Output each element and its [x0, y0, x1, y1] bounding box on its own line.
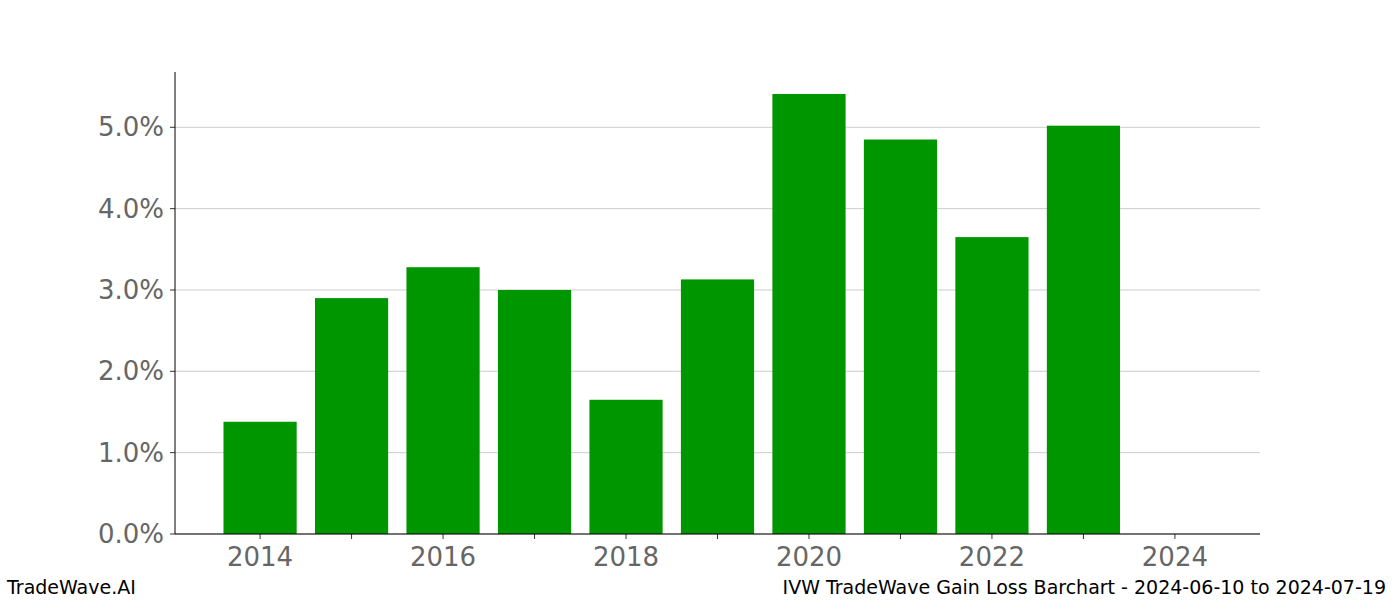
y-tick-label: 5.0%	[98, 112, 164, 142]
bar	[406, 267, 479, 534]
y-tick	[170, 127, 175, 128]
x-tick-label: 2024	[1142, 542, 1208, 572]
y-tick	[170, 371, 175, 372]
y-tick-label: 4.0%	[98, 194, 164, 224]
watermark: TradeWave.AI	[6, 576, 136, 598]
x-tick-label: 2014	[227, 542, 293, 572]
x-axis	[175, 534, 1260, 535]
x-tick	[626, 534, 627, 539]
bar	[864, 140, 937, 534]
x-tick	[717, 534, 718, 539]
y-tick	[170, 534, 175, 535]
bar	[772, 94, 845, 534]
bar	[498, 290, 571, 534]
y-axis	[175, 72, 176, 534]
bar	[315, 298, 388, 534]
y-tick-label: 0.0%	[98, 519, 164, 549]
bar	[955, 237, 1028, 534]
x-tick	[443, 534, 444, 539]
y-tick-label: 1.0%	[98, 438, 164, 468]
x-tick	[260, 534, 261, 539]
grid-line	[175, 534, 1260, 535]
x-tick-label: 2020	[776, 542, 842, 572]
y-tick	[170, 208, 175, 209]
title: IVW TradeWave Gain Loss Barchart - 2024-…	[783, 576, 1386, 598]
x-tick	[808, 534, 809, 539]
x-tick	[1083, 534, 1084, 539]
x-tick-label: 2022	[959, 542, 1025, 572]
x-tick	[351, 534, 352, 539]
x-tick-label: 2018	[593, 542, 659, 572]
bars	[223, 94, 1120, 534]
x-tick	[534, 534, 535, 539]
chart: 0.0% 1.0% 2.0% 3.0% 4.0% 5.0% 2014 2016 2018 2020…	[0, 0, 1400, 600]
x-tick-label: 2016	[410, 542, 476, 572]
y-tick	[170, 289, 175, 290]
x-tick	[900, 534, 901, 539]
bar	[681, 279, 754, 534]
x-tick	[1174, 534, 1175, 539]
x-tick	[991, 534, 992, 539]
bar	[223, 422, 296, 534]
y-tick-label: 3.0%	[98, 275, 164, 305]
bar	[1047, 126, 1120, 534]
y-tick	[170, 452, 175, 453]
bar	[589, 400, 662, 534]
y-tick-label: 2.0%	[98, 356, 164, 386]
